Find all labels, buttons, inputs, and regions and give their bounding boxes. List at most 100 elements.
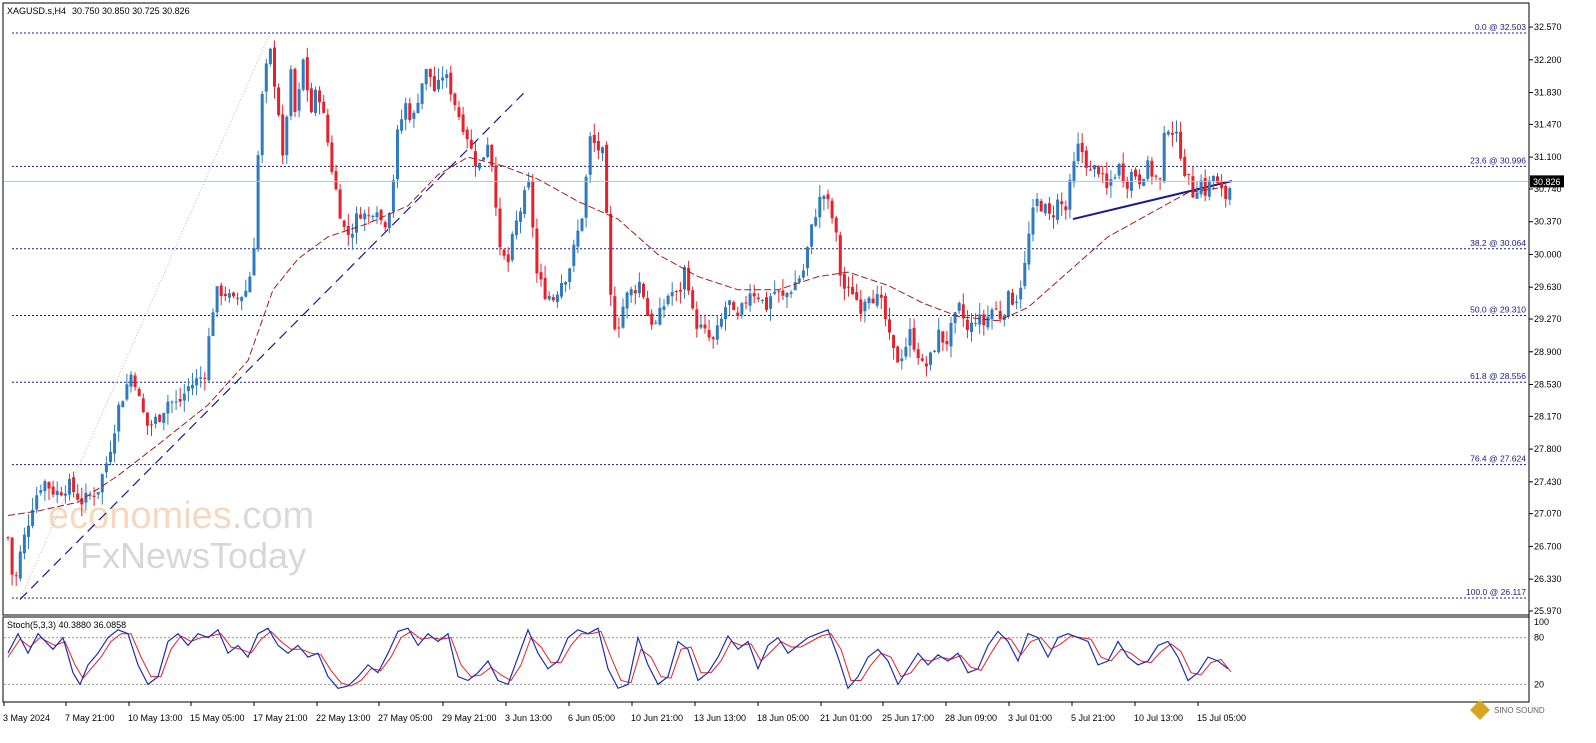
candle-body [355, 213, 358, 233]
candle-body [662, 306, 666, 310]
x-tick-label: 27 May 05:00 [378, 713, 433, 723]
candle-body [318, 90, 322, 103]
candle-body [1080, 142, 1084, 153]
candle-body [59, 492, 63, 496]
candle-body [14, 575, 18, 577]
candle-body [678, 289, 682, 292]
candle-body [383, 222, 387, 228]
y-tick-label: 31.470 [1534, 119, 1562, 129]
x-tick-label: 17 May 21:00 [253, 713, 308, 723]
candle-body [297, 89, 301, 111]
y-tick-label: 31.830 [1534, 88, 1562, 98]
candle-body [236, 297, 240, 299]
candle-body [851, 287, 855, 295]
candle-body [1109, 179, 1113, 186]
candle-body [633, 290, 637, 294]
candle-body [191, 384, 194, 389]
candle-body [1031, 207, 1035, 235]
candle-body [109, 451, 112, 463]
candle-body [601, 147, 604, 154]
candle-body [527, 181, 531, 188]
candle-body [1113, 177, 1117, 179]
candle-body [740, 303, 744, 315]
candle-body [391, 180, 395, 212]
x-tick-label: 15 Jul 05:00 [1197, 713, 1246, 723]
candle-body [1154, 175, 1158, 177]
candle-body [732, 301, 736, 311]
candle-body [371, 215, 375, 218]
candle-body [949, 322, 953, 347]
candle-body [1134, 169, 1137, 177]
candle-body [990, 309, 994, 320]
candle-body [1158, 178, 1162, 180]
candle-body [252, 248, 256, 276]
y-tick-label: 27.070 [1534, 509, 1562, 519]
y-tick-label: 30.000 [1534, 249, 1562, 259]
candle-body [1117, 163, 1121, 176]
candle-body [125, 384, 129, 400]
candle-body [39, 490, 43, 493]
candle-body [699, 324, 703, 328]
candle-body [182, 393, 186, 401]
candle-body [916, 349, 920, 359]
candle-body [96, 492, 100, 495]
candle-body [55, 490, 59, 496]
candle-body [305, 57, 309, 91]
candle-body [104, 463, 108, 473]
candle-body [166, 401, 170, 414]
candle-body [826, 194, 830, 200]
candle-body [498, 208, 502, 248]
candle-body [789, 292, 793, 294]
candle-body [68, 479, 71, 495]
candle-body [170, 401, 174, 403]
candle-body [703, 324, 707, 329]
candle-body [408, 103, 412, 120]
x-tick-label: 15 May 05:00 [190, 713, 245, 723]
candle-body [424, 69, 428, 85]
candle-body [1105, 173, 1109, 189]
candle-body [1166, 131, 1170, 135]
candle-body [404, 103, 408, 120]
y-tick-label: 26.700 [1534, 541, 1562, 551]
candle-body [814, 217, 818, 226]
x-tick-label: 18 Jun 05:00 [757, 713, 809, 723]
candle-body [900, 358, 904, 362]
candle-body [871, 298, 875, 304]
x-tick-label: 22 May 13:00 [316, 713, 371, 723]
candle-body [781, 290, 785, 296]
moving-average-line [7, 156, 1219, 516]
candle-body [174, 401, 178, 403]
candle-body [883, 295, 887, 320]
candle-body [281, 114, 285, 156]
candle-body [211, 312, 215, 337]
stochastic-indicator: 100 80 20 [4, 617, 1549, 690]
fib-level-label: 76.4 @ 27.624 [1470, 454, 1526, 464]
candle-body [588, 136, 592, 175]
candle-body [609, 213, 613, 295]
candle-body [260, 93, 264, 156]
candle-body [145, 412, 149, 426]
candle-body [133, 375, 137, 388]
candle-body [986, 316, 990, 328]
candle-body [453, 93, 457, 106]
candle-body [1220, 181, 1224, 189]
candle-body [920, 358, 924, 361]
candle-body [937, 329, 941, 353]
candle-body [748, 293, 752, 306]
candle-body [482, 157, 486, 161]
x-tick-label: 25 Jun 17:00 [882, 713, 934, 723]
candle-body [957, 303, 961, 311]
candle-body [830, 200, 834, 219]
candle-body [1191, 176, 1195, 198]
trendline-dashed [19, 90, 527, 600]
candle-body [965, 319, 969, 331]
candle-body [707, 330, 711, 338]
candle-body [285, 116, 289, 156]
current-price-line: 30.826 [4, 175, 1564, 188]
candle-body [273, 47, 276, 87]
candle-body [945, 341, 949, 345]
candle-body [1035, 198, 1039, 207]
y-tick-label: 27.800 [1534, 444, 1562, 454]
candle-body [43, 481, 47, 492]
candle-body [1006, 291, 1010, 317]
